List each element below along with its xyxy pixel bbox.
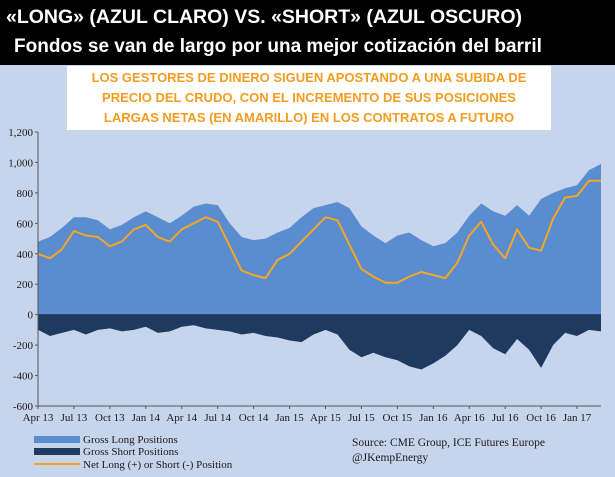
x-tick-label: Jul 13 bbox=[61, 412, 88, 424]
annotation-box: LOS GESTORES DE DINERO SIGUEN APOSTANDO … bbox=[67, 66, 551, 130]
x-axis: Apr 13 Jul 13 Oct 13 Jan 14 Apr 14 Jul 14 Oct … bbox=[23, 405, 601, 424]
x-tick-label: Jul 14 bbox=[204, 412, 231, 424]
legend: Gross Long Positions Gross Short Positio… bbox=[34, 434, 233, 471]
x-tick-label: Oct 15 bbox=[383, 412, 413, 424]
x-tick-label: Jan 16 bbox=[419, 412, 448, 424]
y-tick-label: 400 bbox=[17, 249, 34, 261]
y-tick-label: 800 bbox=[17, 188, 34, 200]
x-tick-label: Jan 14 bbox=[132, 412, 161, 424]
x-tick-label: Jul 15 bbox=[348, 412, 375, 424]
source-text: Source: CME Group, ICE Futures Europe bbox=[352, 437, 545, 449]
x-tick-label: Oct 13 bbox=[95, 412, 125, 424]
legend-swatch-long bbox=[34, 436, 80, 443]
x-tick-label: Apr 16 bbox=[454, 412, 485, 424]
annotation-line: PRECIO DEL CRUDO, CON EL INCREMENTO DE S… bbox=[102, 90, 516, 105]
page-subtitle: Fondos se van de largo por una mejor cot… bbox=[14, 36, 542, 57]
y-axis: -600 -400 -200 0 200 400 600 800 1,000 1,200 bbox=[8, 127, 39, 413]
y-tick-label: -200 bbox=[13, 340, 34, 352]
annotation-line: LARGAS NETAS (EN AMARILLO) EN LOS CONTRA… bbox=[103, 110, 515, 125]
legend-label-long: Gross Long Positions bbox=[83, 434, 178, 446]
x-tick-label: Oct 14 bbox=[239, 412, 269, 424]
source-handle: @JKempEnergy bbox=[352, 452, 428, 464]
x-tick-label: Jul 16 bbox=[492, 412, 519, 424]
page-title: «LONG» (AZUL CLARO) VS. «SHORT» (AZUL OS… bbox=[6, 6, 523, 28]
y-tick-label: 0 bbox=[28, 310, 34, 322]
y-tick-label: 200 bbox=[17, 279, 34, 291]
x-tick-label: Apr 15 bbox=[310, 412, 341, 424]
legend-label-net: Net Long (+) or Short (-) Position bbox=[83, 459, 233, 471]
x-tick-label: Oct 16 bbox=[526, 412, 556, 424]
x-tick-label: Apr 13 bbox=[23, 412, 54, 424]
y-tick-label: 1,000 bbox=[8, 157, 33, 169]
series-line-net bbox=[37, 179, 601, 284]
y-tick-label: -400 bbox=[13, 371, 34, 383]
annotation-line: LOS GESTORES DE DINERO SIGUEN APOSTANDO … bbox=[91, 70, 527, 85]
series-area-gross-long bbox=[38, 164, 601, 315]
y-tick-label: 600 bbox=[17, 218, 34, 230]
legend-swatch-short bbox=[34, 448, 80, 455]
y-tick-label: 1,200 bbox=[8, 127, 33, 139]
y-tick-label: -600 bbox=[13, 401, 34, 413]
x-tick-label: Apr 14 bbox=[166, 412, 197, 424]
x-tick-label: Jan 17 bbox=[563, 412, 592, 424]
chart-areas bbox=[37, 164, 601, 370]
legend-label-short: Gross Short Positions bbox=[83, 446, 178, 458]
x-tick-label: Jan 15 bbox=[275, 412, 304, 424]
series-area-gross-short bbox=[38, 314, 601, 370]
